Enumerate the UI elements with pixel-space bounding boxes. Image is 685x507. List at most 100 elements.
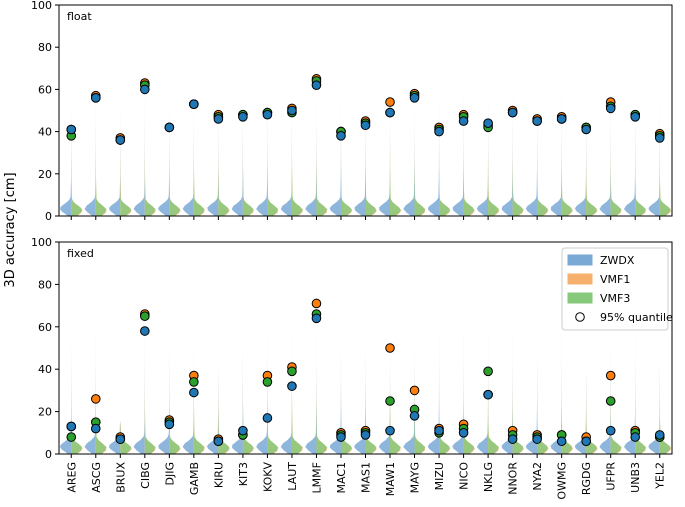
violin-vmf3	[71, 333, 82, 454]
violin-vmf1	[169, 77, 181, 216]
violin-vmf3	[193, 250, 205, 454]
violin-vmf3	[169, 291, 180, 454]
violin-zwdx	[427, 305, 440, 454]
quantile-dot-zwdx	[581, 124, 591, 135]
x-tick-label: NICO	[458, 462, 471, 490]
violin-vmf3	[463, 45, 475, 216]
violin-vmf3	[365, 329, 377, 454]
violin-zwdx	[84, 5, 96, 216]
quantile-dot-zwdx	[434, 126, 444, 137]
violin-vmf3	[439, 311, 450, 454]
panel-float: 0 20 40 60 80 100 float	[31, 0, 673, 223]
quantile-dot-vmf1	[409, 385, 420, 396]
violin-vmf3	[561, 41, 573, 216]
violin-vmf3	[439, 84, 450, 216]
quantile-dot-zwdx	[458, 116, 469, 126]
x-tick-label: KIT3	[237, 462, 250, 486]
violin-vmf1	[291, 246, 303, 454]
y-tick-label: 0	[45, 210, 52, 223]
violin-zwdx	[305, 5, 317, 216]
violin-vmf1	[218, 46, 230, 216]
violin-zwdx	[329, 72, 341, 217]
violin-zwdx	[648, 360, 660, 454]
y-axis-label: 3D accuracy [cm]	[3, 172, 18, 287]
quantile-dot-zwdx	[458, 428, 469, 438]
y-tick-label: 80	[38, 278, 52, 291]
quantile-dot-zwdx	[532, 434, 542, 444]
quantile-dot-zwdx	[140, 326, 150, 336]
violin-zwdx	[158, 74, 170, 216]
quantile-dot-zwdx	[311, 313, 322, 324]
quantile-dot-zwdx	[336, 131, 346, 141]
x-tick-label: UFPR	[605, 462, 618, 491]
violin-vmf1	[439, 81, 451, 216]
y-tick-label: 40	[38, 363, 52, 376]
quantile-dot-zwdx	[287, 105, 297, 116]
quantile-dot-zwdx	[409, 93, 420, 103]
y-tick-label: 60	[38, 321, 52, 334]
quantile-dot-zwdx	[311, 80, 322, 90]
violin-vmf1	[561, 38, 573, 216]
violin-vmf3	[218, 49, 230, 217]
violin-vmf3	[414, 13, 426, 216]
violin-zwdx	[354, 324, 366, 454]
quantile-dot-zwdx	[336, 432, 346, 442]
violin-zwdx	[403, 242, 415, 454]
violin-zwdx	[574, 66, 587, 216]
quantile-dot-vmf1	[385, 97, 395, 107]
violin-vmf1	[463, 42, 475, 216]
violin-vmf3	[488, 256, 499, 454]
quantile-dot-zwdx	[115, 135, 126, 145]
violin-vmf3	[414, 250, 426, 454]
violin-zwdx	[109, 99, 121, 216]
violin-zwdx	[476, 248, 489, 454]
x-tick-label: UNB3	[629, 462, 642, 493]
quantile-dot-zwdx	[507, 107, 518, 118]
violin-vmf3	[659, 86, 671, 216]
x-tick-label: BRUX	[114, 462, 127, 493]
violin-vmf1	[316, 9, 328, 216]
quantile-dot-zwdx	[189, 387, 199, 398]
y-tick-label: 100	[31, 236, 52, 249]
violin-vmf3	[120, 421, 132, 454]
quantile-dot-zwdx	[360, 120, 371, 131]
x-tick-label: MAYG	[409, 462, 422, 493]
quantile-dot-zwdx	[66, 421, 77, 432]
violin-zwdx	[452, 38, 464, 217]
quantile-dot-vmf3	[262, 377, 273, 387]
quantile-dot-vmf1	[90, 394, 101, 404]
quantile-dot-zwdx	[213, 436, 224, 447]
legend-label: VMF1	[600, 273, 630, 286]
violin-vmf3	[291, 250, 303, 454]
violin-vmf3	[659, 364, 671, 454]
quantile-dot-vmf3	[66, 432, 77, 442]
violin-zwdx	[379, 42, 391, 217]
violin-vmf3	[365, 53, 377, 217]
legend-label: VMF3	[600, 292, 630, 305]
violin-zwdx	[427, 78, 440, 216]
violin-zwdx	[158, 284, 170, 454]
quantile-dot-zwdx	[483, 118, 493, 128]
x-tick-label: KOKV	[261, 462, 274, 492]
quantile-dot-zwdx	[556, 114, 567, 124]
legend-marker	[575, 312, 585, 322]
violin-vmf1	[193, 246, 205, 454]
x-tick-label: AREG	[65, 462, 78, 493]
violin-vmf1	[414, 246, 426, 454]
violin-vmf3	[316, 250, 328, 454]
violin-zwdx	[525, 64, 538, 216]
quantile-dot-zwdx	[238, 112, 248, 122]
violin-vmf1	[586, 69, 598, 216]
quantile-dot-zwdx	[654, 430, 665, 440]
quantile-dot-zwdx	[385, 425, 395, 436]
quantile-dot-zwdx	[605, 103, 616, 114]
violin-vmf3	[169, 80, 180, 216]
quantile-dot-zwdx	[360, 430, 371, 440]
quantile-dot-zwdx	[556, 436, 567, 447]
quantile-dot-zwdx	[262, 109, 273, 120]
x-tick-label: NKLG	[482, 462, 495, 492]
violin-vmf1	[488, 252, 500, 454]
y-tick-label: 80	[38, 41, 52, 54]
legend-swatch	[567, 254, 593, 266]
quantile-dot-vmf3	[483, 366, 493, 377]
